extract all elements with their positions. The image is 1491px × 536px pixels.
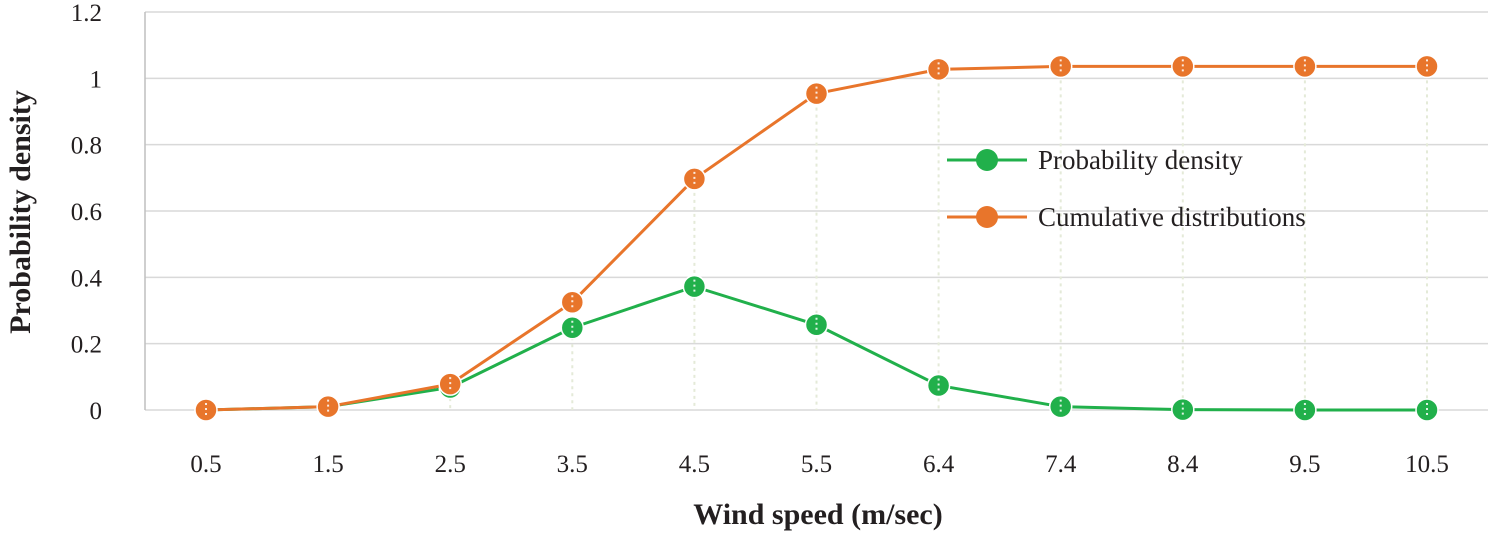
legend-label: Probability density: [1038, 145, 1243, 175]
y-tick-label: 0: [90, 398, 103, 425]
legend-entry: Probability density: [947, 145, 1243, 175]
x-tick-label: 2.5: [435, 451, 466, 478]
x-tick-label: 1.5: [312, 451, 343, 478]
series-cumulative-distributions: [194, 54, 1439, 422]
x-tick-label: 10.5: [1405, 451, 1449, 478]
legend-label: Cumulative distributions: [1038, 202, 1306, 232]
x-tick-label: 5.5: [801, 451, 832, 478]
x-tick-label: 4.5: [679, 451, 710, 478]
x-tick-label: 6.4: [923, 451, 955, 478]
series-line: [205, 64, 1427, 412]
y-axis-title: Probability density: [4, 90, 37, 334]
y-tick-label: 0.6: [71, 199, 102, 226]
y-tick-label: 0.4: [71, 265, 103, 292]
x-tick-label: 3.5: [557, 451, 588, 478]
y-tick-label: 1: [90, 66, 103, 93]
y-axis-ticks: 0 0.2 0.4 0.6 0.8 1 1.2: [71, 0, 103, 425]
series-layer: [194, 54, 1439, 422]
drop-lines: [327, 66, 1428, 410]
x-axis-ticks: 0.5 1.5 2.5 3.5 4.5 5.5 6.4 7.4 8.4 9.5 10.5: [190, 451, 1449, 478]
x-tick-label: 8.4: [1167, 451, 1199, 478]
y-tick-label: 1.2: [71, 0, 102, 27]
x-tick-label: 0.5: [190, 451, 221, 478]
x-tick-label: 9.5: [1289, 451, 1320, 478]
y-tick-label: 0.2: [71, 332, 102, 359]
y-tick-label: 0.8: [71, 133, 102, 160]
legend-marker: [976, 149, 998, 171]
x-tick-label: 7.4: [1045, 451, 1077, 478]
legend: Probability density Cumulative distributi…: [947, 145, 1306, 232]
x-axis-title: Wind speed (m/sec): [693, 498, 942, 531]
legend-marker: [976, 206, 998, 228]
legend-entry: Cumulative distributions: [947, 202, 1306, 232]
